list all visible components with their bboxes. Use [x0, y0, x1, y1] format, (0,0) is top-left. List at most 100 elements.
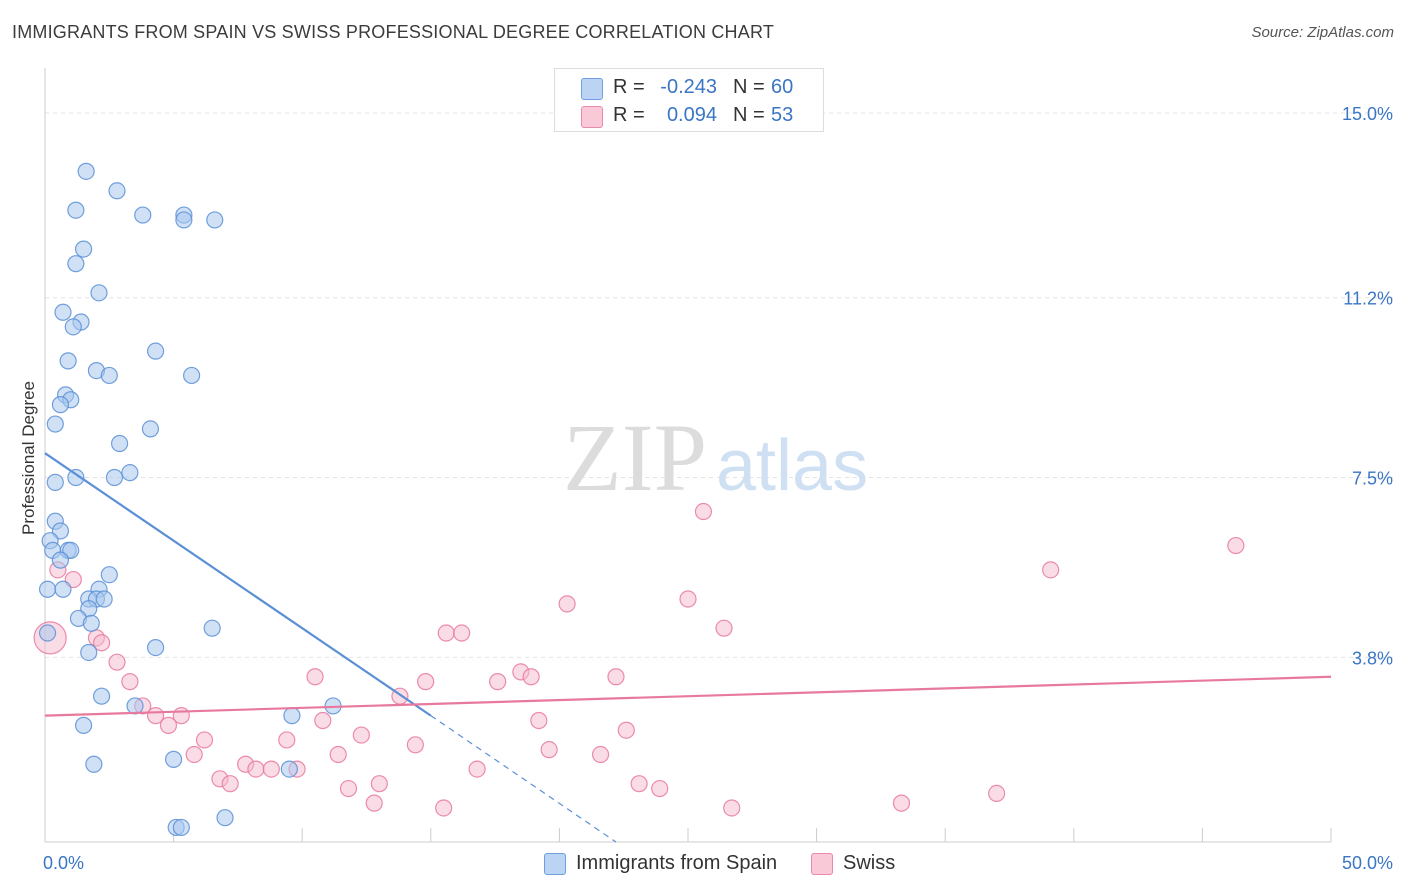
swiss-point — [679, 590, 697, 608]
swiss-point — [651, 779, 669, 798]
spain-point — [108, 182, 126, 200]
swiss-point — [453, 624, 471, 642]
spain-point — [183, 366, 201, 385]
legend-swatch-swiss — [811, 853, 833, 875]
swiss-point — [172, 707, 190, 725]
swiss-point — [1227, 536, 1245, 555]
spain-point — [80, 643, 98, 662]
swiss-point — [262, 760, 280, 778]
swiss-point — [306, 668, 324, 686]
swiss-point — [522, 668, 540, 686]
swiss-point — [339, 779, 358, 798]
spain-point — [67, 468, 85, 487]
swiss-point — [108, 653, 126, 671]
swiss-point — [370, 775, 388, 793]
spain-point — [38, 624, 57, 642]
trend-lines — [44, 452, 1332, 843]
spain-point — [67, 201, 85, 219]
legend-row-spain: R = -0.243 N = 60 — [555, 72, 823, 100]
spain-point — [146, 342, 165, 360]
spain-point — [126, 697, 144, 715]
spain-point — [206, 211, 224, 229]
spain-point — [46, 473, 64, 491]
spain-point — [95, 590, 113, 608]
legend-row-swiss: R = 0.094 N = 53 — [555, 100, 823, 128]
swiss-point — [617, 721, 635, 739]
legend-n-value: 60 — [771, 76, 794, 98]
gridlines — [45, 112, 1395, 658]
swiss-point — [221, 775, 239, 793]
swiss-point — [630, 775, 648, 793]
legend-label-spain: Immigrants from Spain — [576, 852, 778, 874]
y-tick-label: 15.0% — [1342, 104, 1393, 124]
spain-point — [172, 818, 190, 837]
spain-point — [51, 396, 70, 414]
watermark-zip: ZIP — [563, 404, 707, 511]
swiss-point — [591, 745, 610, 764]
spain-point — [38, 580, 57, 598]
x-axis — [44, 68, 1332, 843]
swiss-point — [468, 760, 486, 778]
swiss-point — [352, 726, 370, 744]
spain-point — [59, 352, 77, 370]
y-tick-label: 3.8% — [1352, 648, 1393, 668]
legend-swatch-spain — [544, 853, 566, 875]
spain-point — [121, 464, 139, 482]
spain-point — [141, 420, 160, 438]
swiss-point — [435, 799, 453, 817]
swiss-point — [530, 711, 548, 730]
spain-point — [92, 687, 111, 705]
swiss-point — [489, 673, 507, 691]
watermark: ZIP atlas — [563, 404, 868, 511]
spain-trend-extension — [430, 715, 617, 843]
spain-point — [74, 240, 93, 258]
spain-point — [280, 760, 298, 778]
spain-point — [105, 468, 124, 487]
spain-point — [51, 551, 70, 569]
series-swiss-points — [33, 502, 1245, 817]
swiss-point — [195, 731, 214, 749]
swiss-point — [329, 745, 347, 764]
legend-n-label: N = — [733, 104, 765, 126]
spain-point — [46, 415, 64, 433]
spain-point — [165, 750, 183, 768]
series-legend: Immigrants from Spain Swiss — [0, 852, 1406, 878]
swiss-point — [92, 634, 111, 652]
legend-n-value: 53 — [771, 104, 794, 126]
swiss-point — [159, 716, 178, 734]
spain-point — [90, 284, 108, 302]
x-tick-label: 50.0% — [1342, 853, 1393, 873]
spain-point — [54, 580, 72, 598]
swiss-point — [121, 673, 139, 691]
legend-r-value: 0.094 — [666, 104, 717, 126]
spain-point — [100, 566, 118, 584]
swiss-point — [723, 799, 741, 817]
swiss-point — [185, 745, 203, 764]
swiss-trend-line — [44, 675, 1332, 717]
legend-label-swiss: Swiss — [843, 852, 896, 874]
correlation-legend: R = -0.243 N = 60 R = 0.094 N = 53 — [554, 68, 824, 132]
swiss-point — [278, 731, 296, 749]
y-tick-label: 7.5% — [1352, 469, 1393, 489]
spain-point — [175, 211, 193, 229]
swiss-point — [988, 784, 1006, 803]
swiss-point — [314, 711, 332, 730]
spain-point — [82, 614, 100, 632]
swiss-point — [540, 741, 558, 759]
spain-point — [67, 255, 85, 273]
legend-n-label: N = — [733, 76, 765, 98]
legend-swatch-swiss — [581, 106, 603, 128]
swiss-point — [417, 673, 435, 691]
spain-point — [77, 162, 95, 180]
swiss-point — [437, 624, 455, 642]
legend-r-label: R = — [613, 76, 645, 98]
y-tick-labels: 3.8% 7.5% 11.2% 15.0% — [1342, 104, 1393, 668]
legend-swatch-spain — [581, 78, 603, 100]
swiss-point — [365, 794, 383, 812]
spain-trend-line — [44, 452, 432, 717]
spain-point — [203, 619, 221, 637]
spain-point — [110, 434, 129, 453]
spain-point — [74, 716, 93, 734]
spain-point — [146, 639, 165, 657]
